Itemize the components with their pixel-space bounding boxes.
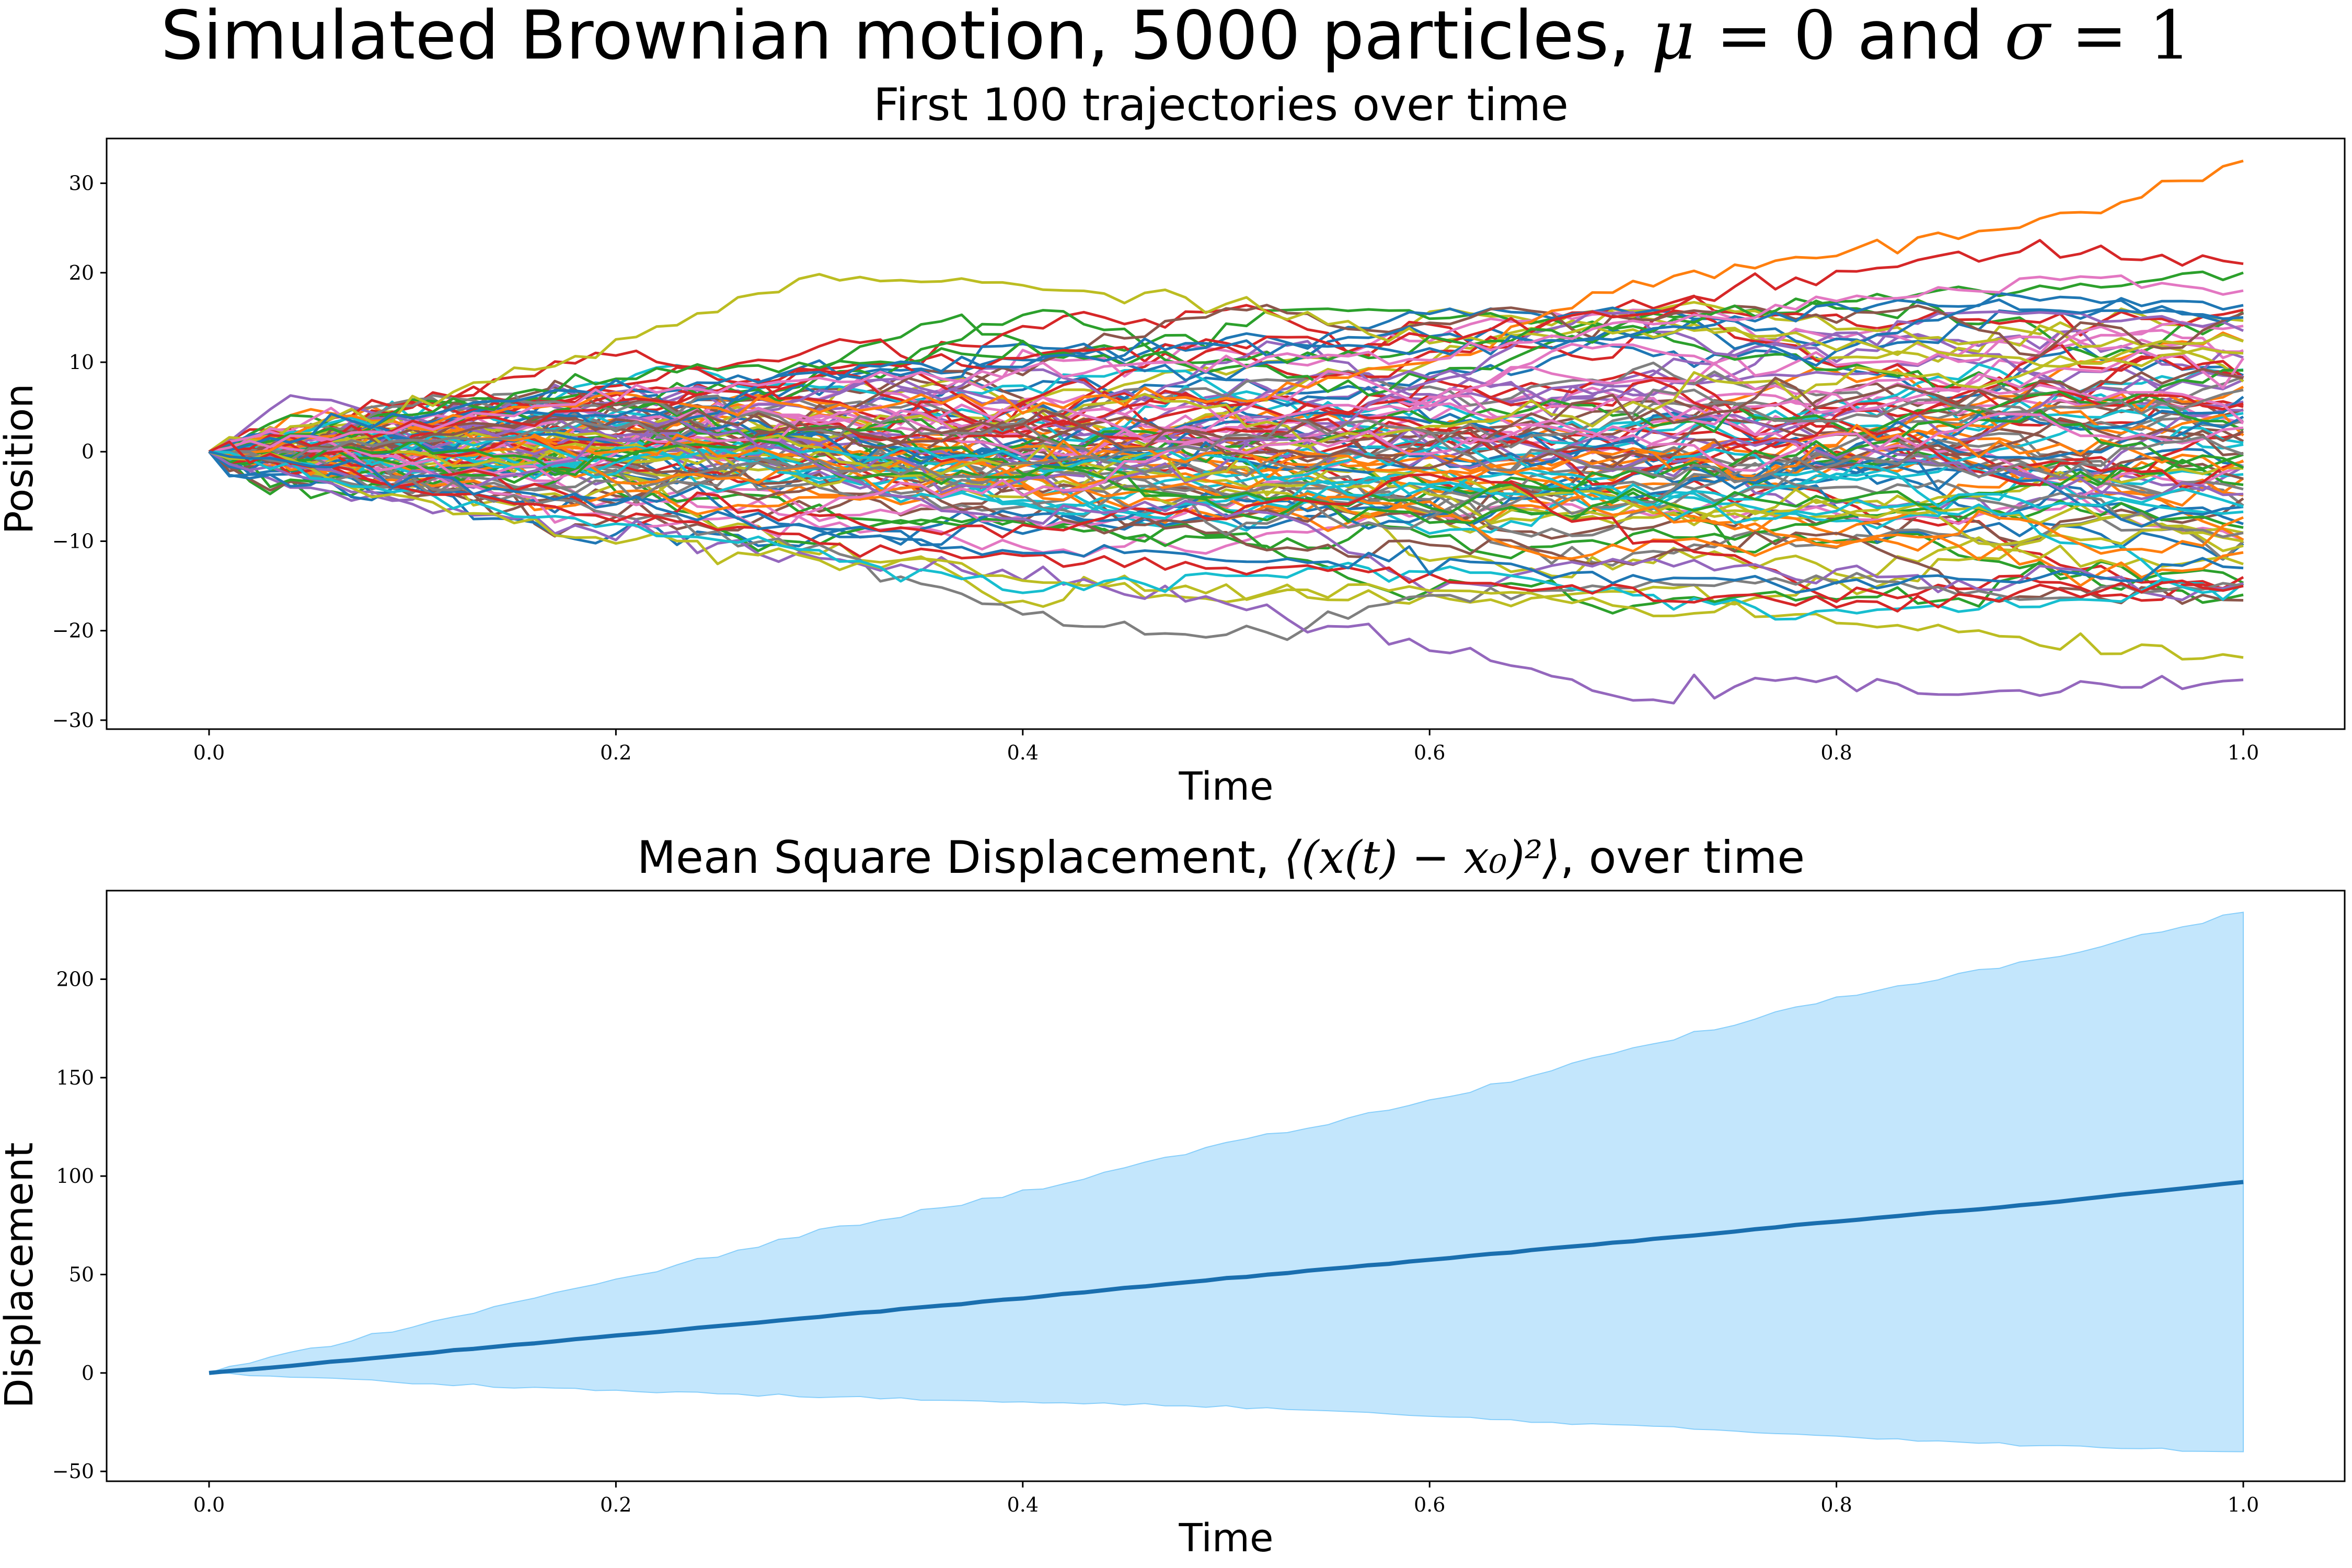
trajectory-line xyxy=(209,388,2244,478)
x-tick-label: 0.6 xyxy=(1414,741,1445,764)
x-tick-label: 1.0 xyxy=(2228,1493,2259,1516)
trajectory-line xyxy=(209,304,2244,454)
trajectories-x-ticks: 0.0 0.2 0.4 0.6 0.8 1.0 xyxy=(193,729,2259,764)
figure-title-and: and xyxy=(1836,0,2004,75)
msd-title-text: Mean Square Displacement, xyxy=(637,832,1284,884)
y-tick-label: 0 xyxy=(82,440,94,463)
trajectory-line xyxy=(208,451,2244,705)
figure-title-mu: μ xyxy=(1652,0,1695,75)
figure-title-sigma: σ xyxy=(2004,0,2052,75)
x-tick-label: 0.2 xyxy=(600,741,631,764)
y-tick-label: 30 xyxy=(69,172,94,195)
trajectories-panel: First 100 trajectories over time 0.0 0.2 0… xyxy=(0,79,2346,809)
figure-title: Simulated Brownian motion, 5000 particle… xyxy=(161,0,2192,75)
y-tick-label: 50 xyxy=(69,1263,94,1286)
msd-title: Mean Square Displacement, ⟨(x(t) − x₀)²⟩… xyxy=(637,832,1805,884)
msd-x-ticks: 0.0 0.2 0.4 0.6 0.8 1.0 xyxy=(193,1481,2259,1516)
msd-title-math: ⟨(x(t) − x₀)²⟩ xyxy=(1284,832,1560,884)
x-tick-label: 0.2 xyxy=(600,1493,631,1516)
trajectory-line xyxy=(208,306,2244,453)
trajectory-line xyxy=(209,416,2244,483)
x-tick-label: 0.0 xyxy=(193,1493,225,1516)
trajectory-line xyxy=(209,443,2244,601)
trajectory-line xyxy=(209,310,2244,479)
trajectories-frame xyxy=(106,137,2346,730)
y-tick-label: 0 xyxy=(82,1362,94,1385)
trajectory-line xyxy=(209,450,2244,615)
trajectory-line xyxy=(208,418,2244,524)
trajectory-line xyxy=(208,440,2244,613)
trajectory-line xyxy=(209,418,2244,602)
figure-title-eq1: = 1 xyxy=(2050,0,2191,75)
trajectory-line xyxy=(209,450,2244,603)
trajectory-line xyxy=(209,239,2244,453)
y-tick-label: 150 xyxy=(56,1066,94,1089)
msd-y-ticks: 200 150 100 50 0 −50 xyxy=(52,968,107,1483)
trajectory-line xyxy=(209,367,2244,470)
trajectory-line xyxy=(209,450,2244,661)
trajectory-line xyxy=(209,349,2245,481)
x-tick-label: 0.8 xyxy=(1820,741,1852,764)
trajectory-line xyxy=(208,451,2244,544)
y-tick-label: 10 xyxy=(69,351,94,374)
x-tick-label: 0.8 xyxy=(1820,1493,1852,1516)
y-tick-label: −30 xyxy=(52,709,94,732)
trajectory-line xyxy=(209,450,2244,641)
trajectory-line xyxy=(209,433,2244,555)
x-tick-label: 0.4 xyxy=(1007,1493,1039,1516)
y-tick-label: −20 xyxy=(52,619,94,642)
trajectory-line xyxy=(209,394,2244,499)
msd-frame xyxy=(106,890,2346,1482)
x-tick-label: 1.0 xyxy=(2228,741,2259,764)
trajectory-line xyxy=(209,274,2244,453)
trajectory-line xyxy=(209,393,2244,522)
trajectory-line xyxy=(209,416,2244,510)
trajectory-line xyxy=(209,273,2244,455)
figure-title-text: Simulated Brownian motion, 5000 particle… xyxy=(161,0,1652,75)
trajectory-lines xyxy=(208,159,2245,705)
y-tick-label: −50 xyxy=(52,1460,94,1483)
y-tick-label: 20 xyxy=(69,261,94,284)
trajectories-y-ticks: 30 20 10 0 −10 −20 −30 xyxy=(52,172,107,732)
trajectory-line xyxy=(209,333,2244,482)
trajectory-line xyxy=(209,450,2244,621)
x-tick-label: 0.6 xyxy=(1414,1493,1445,1516)
trajectory-line xyxy=(209,450,2244,594)
msd-x-label: Time xyxy=(1178,1516,1273,1561)
x-tick-label: 0.0 xyxy=(193,741,225,764)
trajectory-line xyxy=(208,388,2244,480)
x-tick-label: 0.4 xyxy=(1007,741,1039,764)
msd-plot xyxy=(209,912,2244,1452)
trajectory-line xyxy=(208,412,2244,538)
y-tick-label: 200 xyxy=(56,968,94,991)
trajectory-line xyxy=(209,297,2244,453)
trajectory-line xyxy=(209,441,2244,608)
msd-title-suffix: , over time xyxy=(1560,832,1805,884)
msd-std-band xyxy=(209,912,2244,1452)
msd-mean-line xyxy=(209,1180,2244,1375)
trajectories-y-label: Position xyxy=(0,384,42,534)
msd-panel: Mean Square Displacement, ⟨(x(t) − x₀)²⟩… xyxy=(0,832,2346,1561)
trajectories-x-label: Time xyxy=(1178,764,1273,809)
trajectory-line xyxy=(209,292,2244,453)
trajectory-line xyxy=(208,420,2244,552)
y-tick-label: 100 xyxy=(56,1165,94,1187)
trajectories-title: First 100 trajectories over time xyxy=(873,79,1569,131)
y-tick-label: −10 xyxy=(52,529,94,552)
figure-title-eq0: = 0 xyxy=(1695,0,1836,75)
msd-y-label: Displacement xyxy=(0,1143,42,1409)
